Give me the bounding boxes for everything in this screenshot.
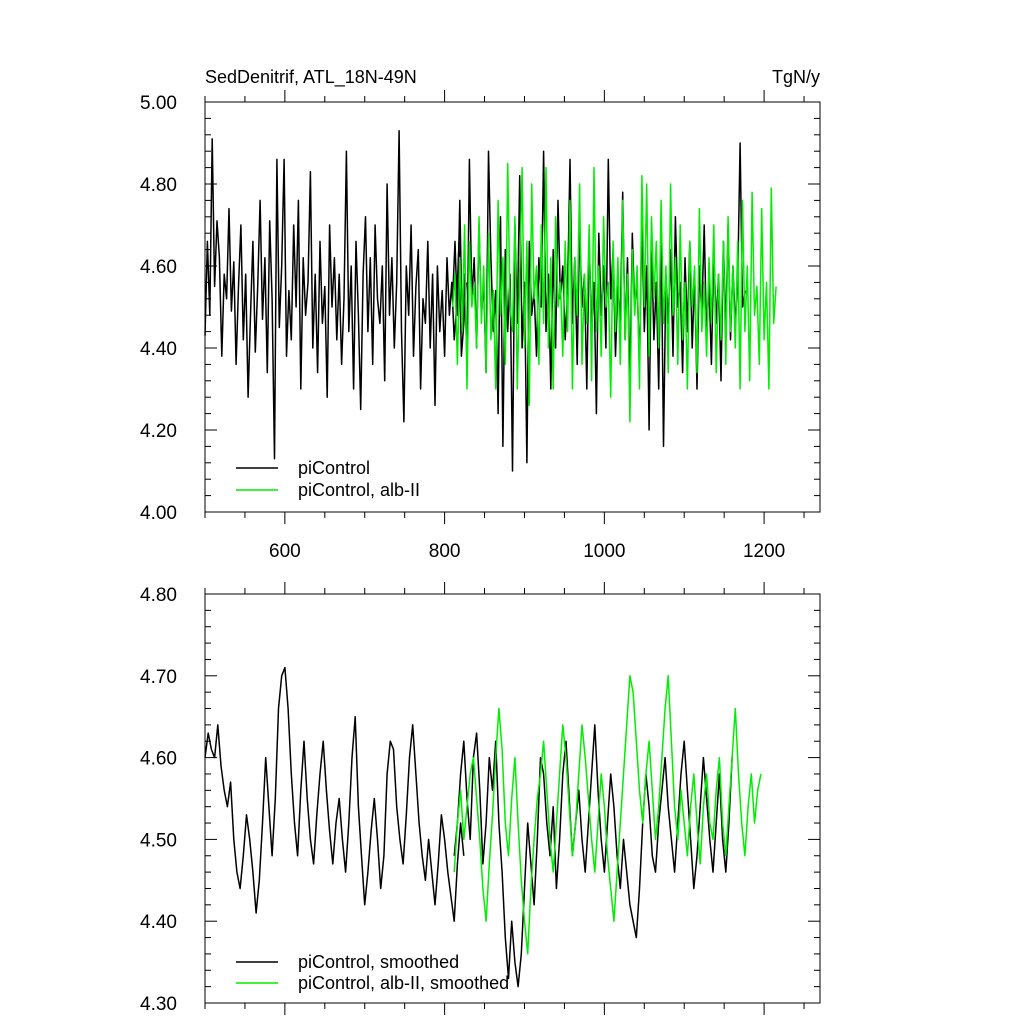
y-tick-label: 4.00 <box>140 503 177 524</box>
x-tick-label: 1000 <box>583 541 625 562</box>
y-tick-label: 4.60 <box>140 257 177 278</box>
y-tick-label: 4.40 <box>140 912 177 933</box>
y-tick-label: 5.00 <box>140 93 177 114</box>
bottom-panel: 4.30 4.40 4.50 4.60 4.70 4.80 piControl, smoo… <box>140 582 821 1015</box>
top-panel: SedDenitrif, ATL_18N-49N TgN/y 4.004.204… <box>140 67 821 562</box>
y-tick-label: 4.20 <box>140 421 177 442</box>
series-line-picontrol-0 <box>204 129 467 460</box>
y-tick-label: 4.70 <box>140 667 177 688</box>
x-tick-label: 800 <box>429 541 461 562</box>
chart-title: SedDenitrif, ATL_18N-49N <box>205 67 417 88</box>
y-tick-label: 4.30 <box>140 994 177 1015</box>
legend-label-picontrol-alb-ii-smoothed: piControl, alb-II, smoothed <box>298 973 509 993</box>
y-tick-label: 4.60 <box>140 749 177 770</box>
series-group <box>204 129 777 472</box>
plot-frame <box>204 101 821 513</box>
legend-label-picontrol-smoothed: piControl, smoothed <box>298 952 459 972</box>
series-group <box>204 666 762 988</box>
series-line-picontrol-smoothed-1 <box>453 724 733 988</box>
y-tick-label: 4.50 <box>140 830 177 851</box>
legend-label-picontrol-alb-ii: piControl, alb-II <box>298 480 420 500</box>
x-tick-label: 1200 <box>743 541 785 562</box>
series-line-picontrol-smoothed-0 <box>204 666 465 922</box>
legend: piControl, smoothed piControl, alb-II, s… <box>236 952 509 993</box>
series-line-picontrol-alb-ii-2 <box>451 162 777 423</box>
y-tick-label: 4.80 <box>140 585 177 606</box>
y-tick-label: 4.80 <box>140 175 177 196</box>
axes-group: 4.30 4.40 4.50 4.60 4.70 4.80 <box>140 582 821 1015</box>
x-tick-label: 600 <box>269 541 301 562</box>
plot-frame <box>204 593 821 1004</box>
y-tick-label: 4.40 <box>140 339 177 360</box>
series-line-picontrol-alb-ii-smoothed-2 <box>453 675 762 955</box>
units-label: TgN/y <box>772 67 820 87</box>
axes-group: 4.00 4.20 4.40 4.60 4.80 5.00 600 800 1000 1200 <box>140 90 821 562</box>
legend-label-picontrol: piControl <box>298 458 370 478</box>
legend: piControl piControl, alb-II <box>236 458 420 500</box>
